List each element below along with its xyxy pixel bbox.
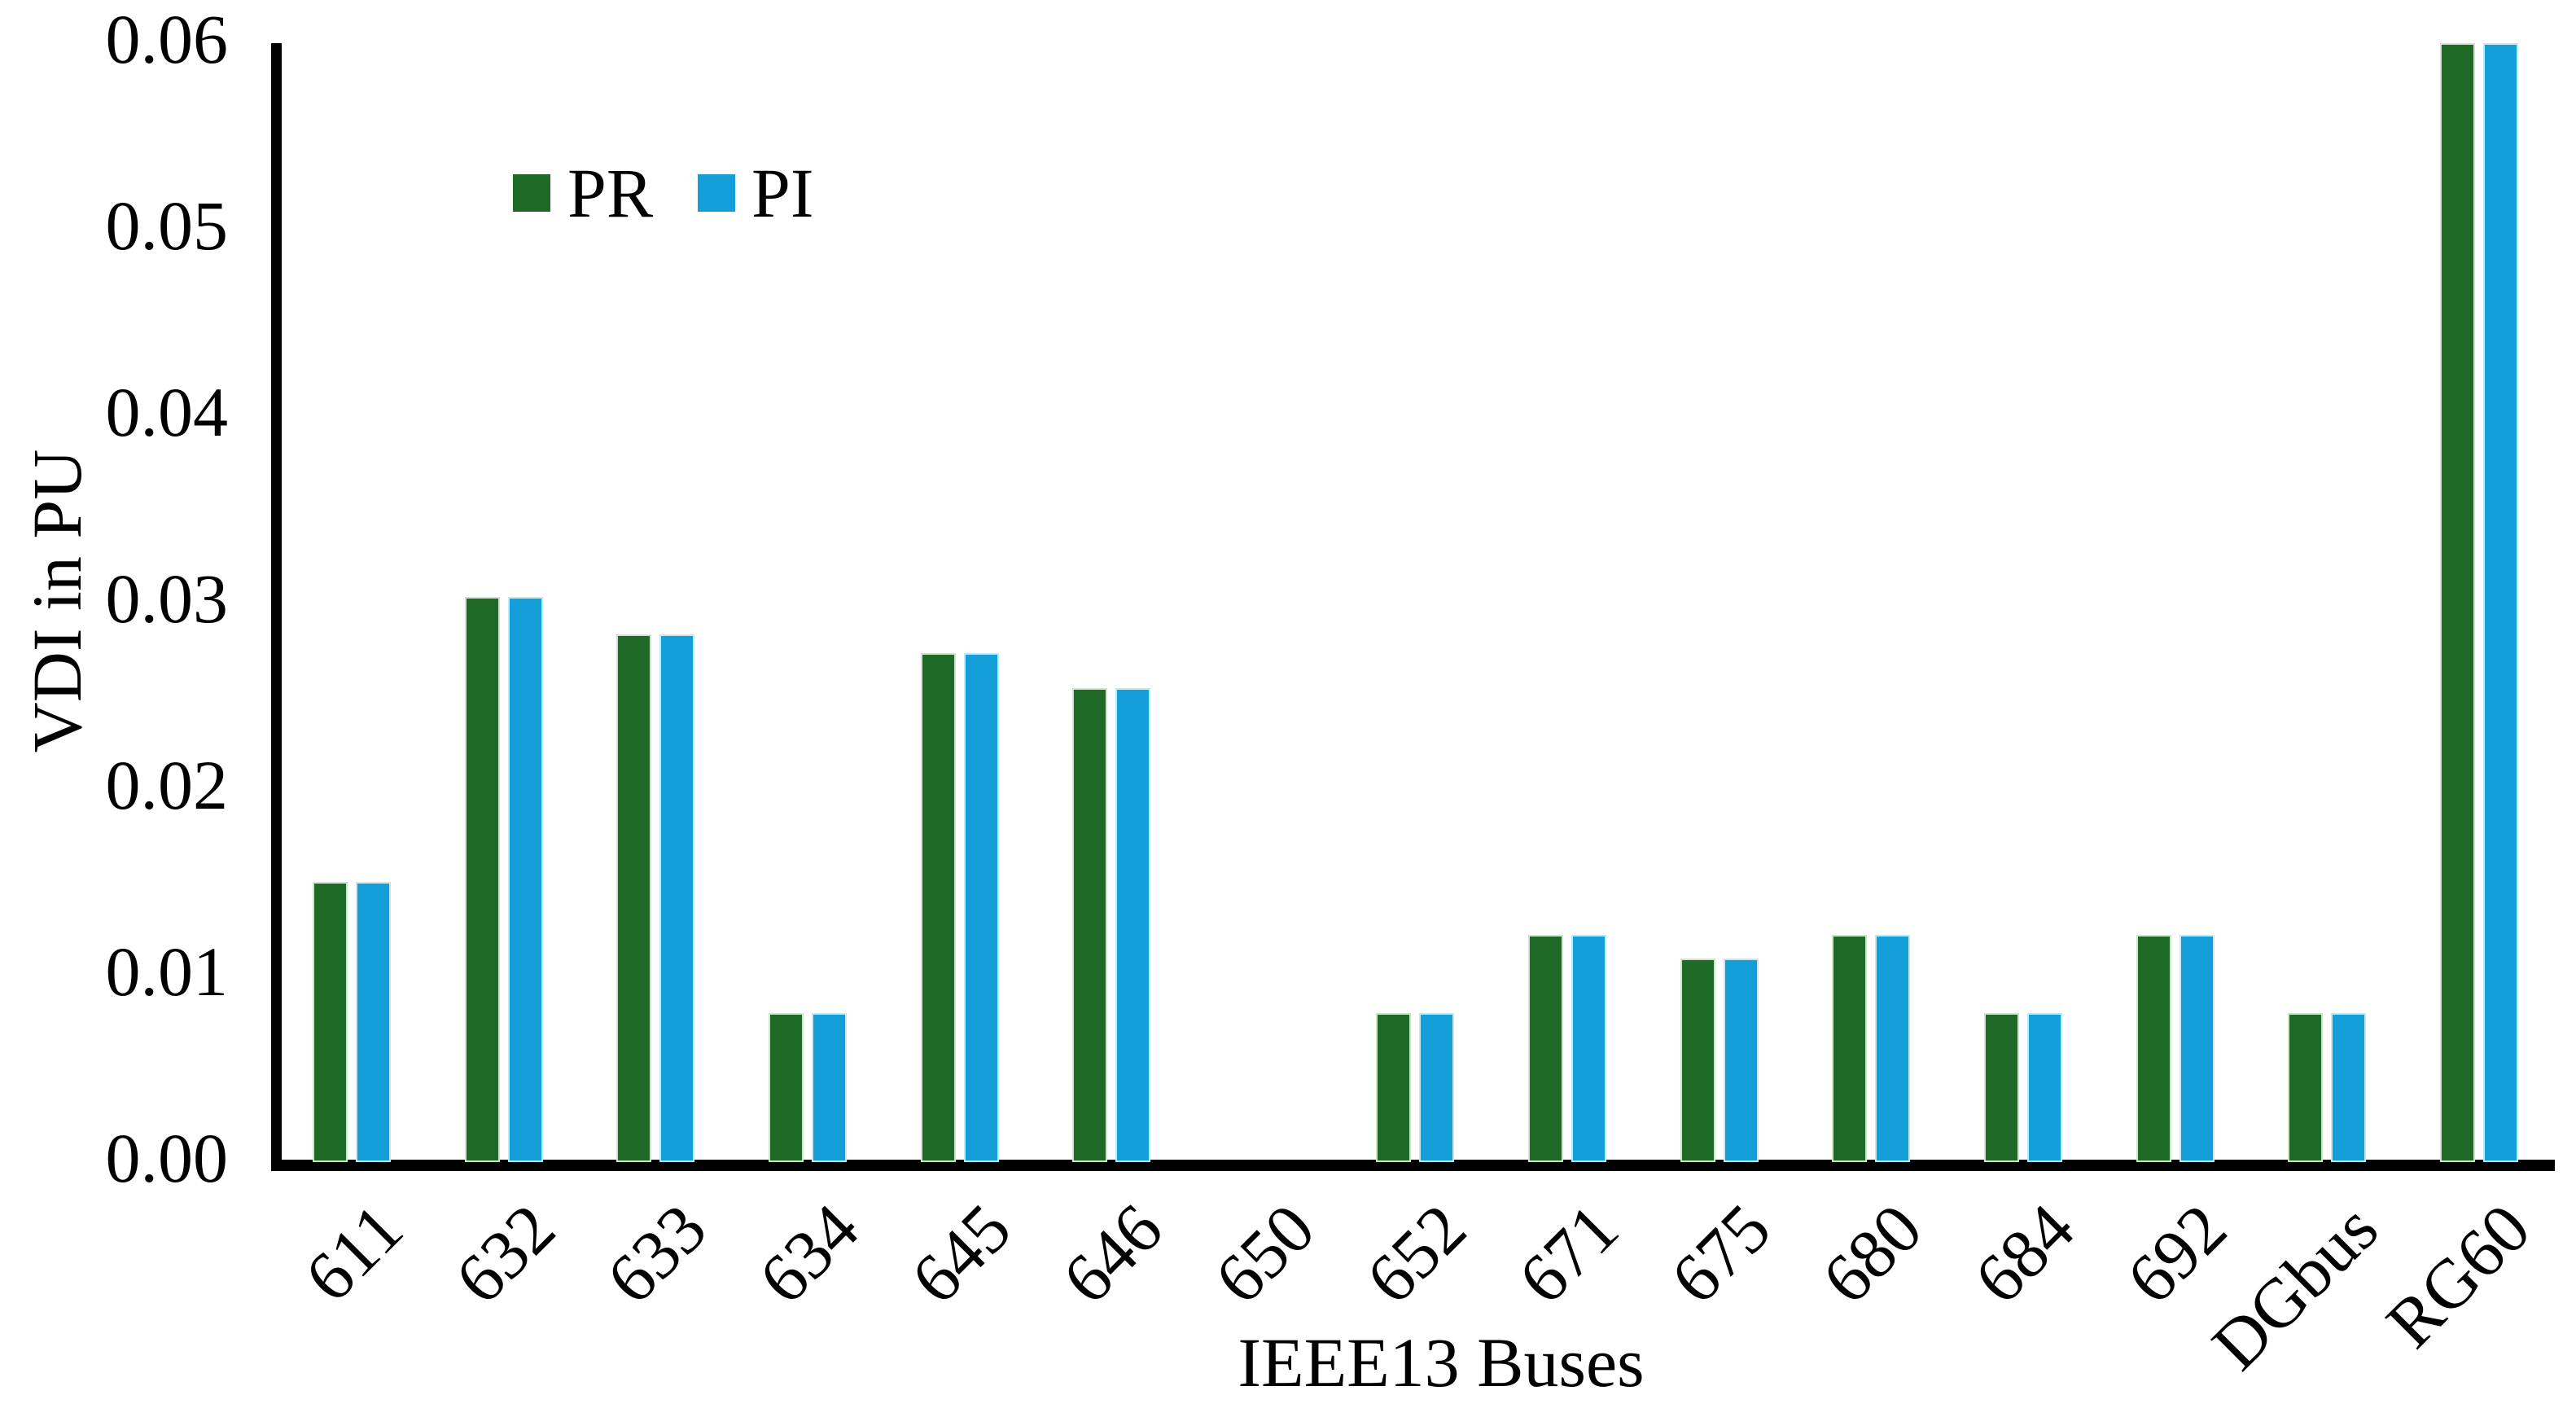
bar-pi-634: [812, 1013, 847, 1162]
y-tick-label-0.01: 0.01: [105, 932, 229, 1011]
x-tick-label-692: 692: [2111, 1188, 2241, 1318]
bar-pr-680: [1832, 935, 1867, 1162]
y-tick-label-0.05: 0.05: [105, 186, 229, 265]
x-tick-label-675: 675: [1655, 1188, 1785, 1318]
legend-label-pi: PI: [751, 154, 814, 232]
bar-pi-675: [1724, 959, 1759, 1162]
x-tick-label-DGbus: DGbus: [2197, 1188, 2393, 1385]
x-axis-title: IEEE13 Buses: [1238, 1323, 1645, 1402]
bar-pi-632: [508, 597, 543, 1162]
bar-pi-652: [1419, 1013, 1454, 1162]
bar-pi-RG60: [2483, 43, 2518, 1162]
x-tick-label-633: 633: [591, 1188, 721, 1318]
bar-pr-632: [465, 597, 500, 1162]
y-tick-label-0.02: 0.02: [105, 746, 229, 824]
x-tick-label-632: 632: [440, 1188, 570, 1318]
bar-pr-671: [1528, 935, 1563, 1162]
x-tick-label-634: 634: [743, 1188, 874, 1318]
bar-pi-645: [964, 653, 999, 1162]
bar-pr-611: [313, 882, 348, 1162]
bar-pr-652: [1376, 1013, 1411, 1162]
bar-pi-692: [2180, 935, 2215, 1162]
y-tick-label-0.04: 0.04: [105, 373, 229, 451]
bar-pi-671: [1571, 935, 1606, 1162]
bar-pr-646: [1072, 688, 1107, 1162]
legend-label-pr: PR: [567, 154, 654, 232]
bar-pr-692: [2136, 935, 2171, 1162]
y-tick-label-0.06: 0.06: [105, 0, 229, 78]
x-tick-label-652: 652: [1351, 1188, 1481, 1318]
x-tick-label-RG60: RG60: [2371, 1188, 2545, 1363]
y-axis-line: [271, 43, 282, 1170]
x-tick-label-684: 684: [1959, 1188, 2089, 1318]
x-tick-label-650: 650: [1199, 1188, 1330, 1318]
y-tick-label-0.03: 0.03: [105, 559, 229, 638]
bar-pi-646: [1115, 688, 1150, 1162]
bar-pr-684: [1984, 1013, 2019, 1162]
bar-pi-633: [659, 634, 694, 1162]
bar-pi-611: [356, 882, 391, 1162]
bar-pr-634: [769, 1013, 804, 1162]
bar-pr-RG60: [2440, 43, 2475, 1162]
y-tick-label-0.00: 0.00: [105, 1119, 229, 1197]
x-tick-label-671: 671: [1503, 1188, 1633, 1318]
bar-pr-675: [1680, 959, 1715, 1162]
bar-pi-DGbus: [2331, 1013, 2366, 1162]
x-tick-label-611: 611: [289, 1188, 418, 1317]
legend-swatch-pi-icon: [698, 174, 735, 212]
x-axis-line: [271, 1160, 2555, 1171]
x-tick-label-680: 680: [1807, 1188, 1937, 1318]
bar-pr-633: [616, 634, 651, 1162]
bar-pi-680: [1875, 935, 1910, 1162]
bar-pi-684: [2027, 1013, 2062, 1162]
legend-swatch-pr-icon: [513, 174, 550, 212]
bar-pr-DGbus: [2288, 1013, 2323, 1162]
x-tick-label-646: 646: [1047, 1188, 1177, 1318]
bar-pr-645: [921, 653, 956, 1162]
x-tick-label-645: 645: [896, 1188, 1026, 1318]
